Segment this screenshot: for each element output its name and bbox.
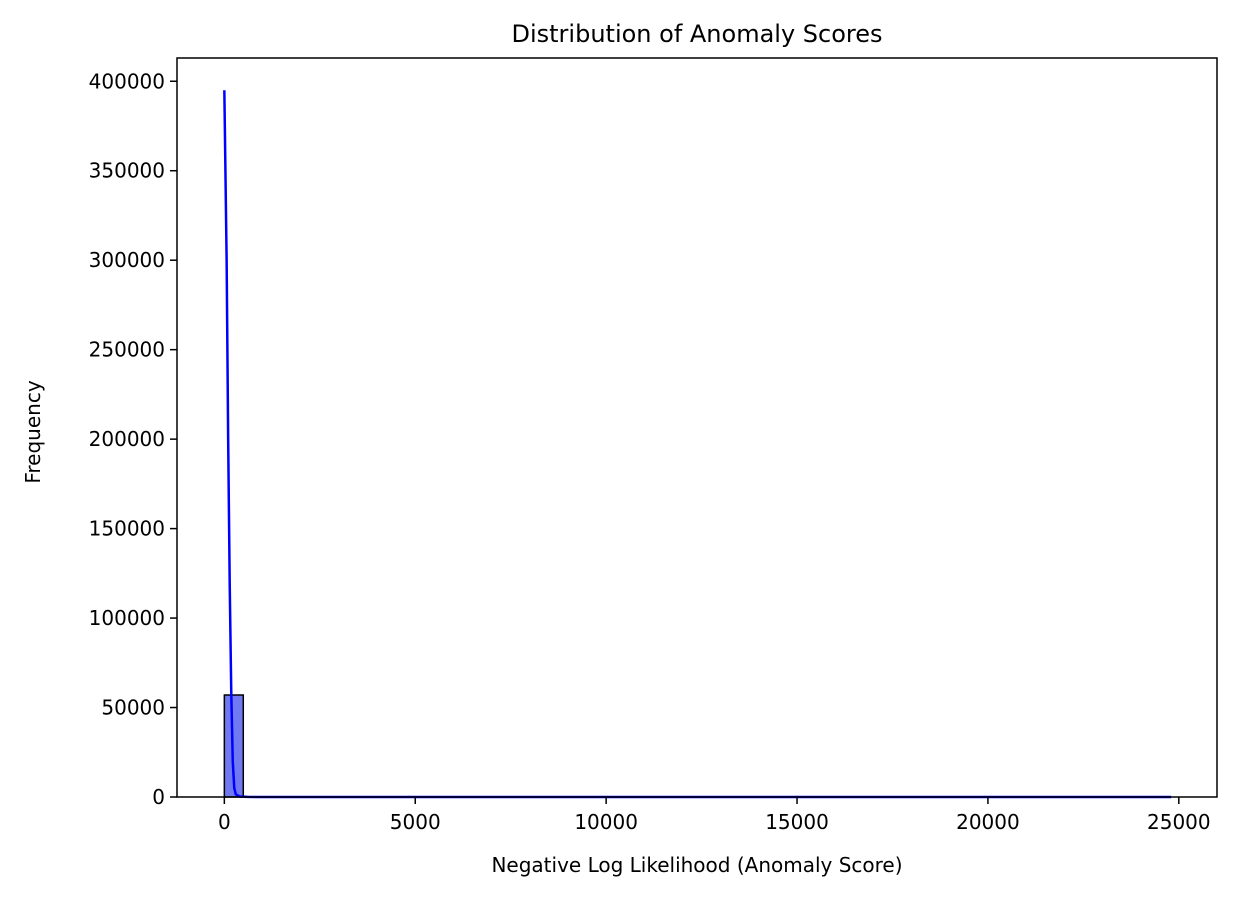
y-tick-label: 200000	[89, 427, 165, 451]
x-tick-label: 15000	[765, 810, 829, 834]
y-tick-label: 400000	[89, 69, 165, 93]
chart-title: Distribution of Anomaly Scores	[511, 20, 882, 48]
y-tick-label: 350000	[89, 159, 165, 183]
x-tick-label: 20000	[956, 810, 1020, 834]
x-tick-label: 0	[218, 810, 231, 834]
kde-layer	[223, 90, 1172, 799]
y-tick-label: 100000	[89, 606, 165, 630]
x-tick-label: 10000	[574, 810, 638, 834]
plot-frame	[176, 57, 1218, 798]
kde-line	[223, 90, 1172, 799]
y-tick-label: 50000	[101, 696, 165, 720]
x-axis: 0 5000 10000 15000 20000 25000	[218, 797, 1211, 834]
y-tick-label: 0	[152, 785, 165, 809]
y-axis-label: Frequency	[21, 380, 45, 483]
y-tick-label: 250000	[89, 338, 165, 362]
y-tick-label: 150000	[89, 517, 165, 541]
y-tick-label: 300000	[89, 248, 165, 272]
x-tick-label: 25000	[1147, 810, 1211, 834]
histogram-bars	[223, 694, 358, 798]
y-axis: 0 50000 100000 150000 200000 250000 300000 3500…	[89, 69, 177, 809]
x-axis-label: Negative Log Likelihood (Anomaly Score)	[491, 853, 902, 877]
x-tick-label: 5000	[390, 810, 441, 834]
